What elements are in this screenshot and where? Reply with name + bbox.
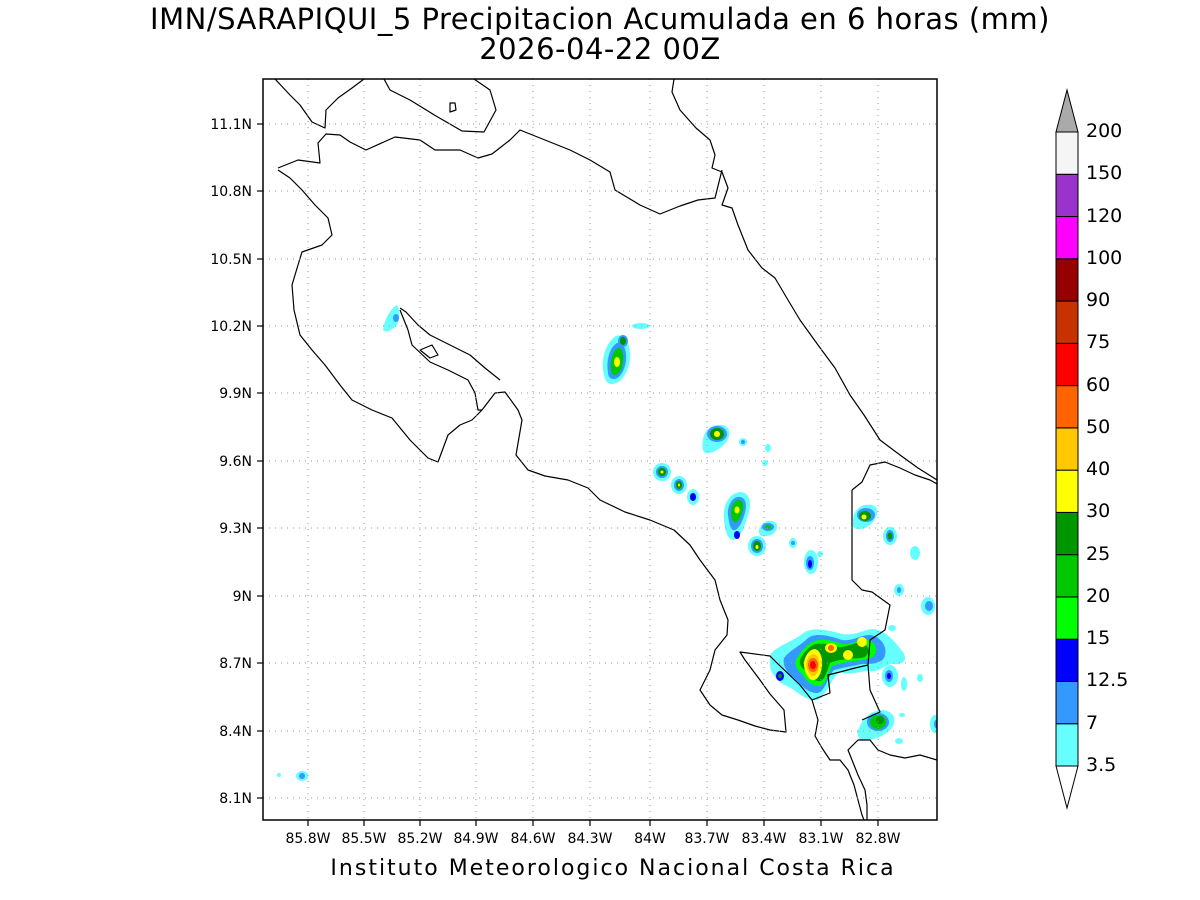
colorbar-segment [1055, 511, 1079, 556]
precip-cell [277, 771, 308, 781]
lat-tick-label: 8.4N [219, 724, 252, 740]
plot-frame [262, 78, 938, 821]
lat-tick-label: 9N [233, 589, 252, 605]
colorbar-segment [1055, 723, 1079, 767]
lat-tick-label: 8.7N [219, 656, 252, 672]
page-title: IMN/SARAPIQUI_5 Precipitacion Acumulada … [150, 2, 1050, 36]
precip-cell [723, 492, 823, 574]
nicoya-gulf-island [399, 309, 482, 411]
precip-cell [702, 424, 771, 466]
colorbar-segment [1055, 469, 1079, 513]
lat-tick-label: 9.6N [219, 454, 252, 470]
colorbar-level-label: 15 [1086, 627, 1111, 650]
colorbar-segment [1055, 173, 1079, 218]
lon-tick-label: 85.5W [341, 831, 386, 847]
pacific-coast-north [277, 169, 869, 733]
lat-tick-label: 11.1N [210, 117, 252, 133]
colorbar-legend [1055, 88, 1079, 810]
costa-rica-panama-border [847, 739, 937, 820]
nicaragua-lake-shore [383, 79, 497, 133]
colorbar-level-label: 200 [1086, 120, 1123, 142]
lat-tick-label: 9.3N [219, 521, 252, 537]
lon-tick-label: 82.8W [855, 831, 900, 847]
colorbar-segment [1055, 258, 1079, 302]
lon-tick-label: 84.9W [453, 831, 498, 847]
colorbar-level-label: 50 [1086, 415, 1111, 438]
lon-tick-label: 83.7W [684, 831, 729, 847]
colorbar-segment [1055, 300, 1079, 344]
colorbar-level-label: 150 [1086, 162, 1123, 185]
precip-cell [853, 504, 935, 631]
precip-cell [602, 323, 650, 384]
lon-tick-label: 83.4W [741, 831, 786, 847]
colorbar-segment [1055, 385, 1079, 429]
colorbar-level-label: 3.5 [1086, 754, 1117, 776]
colorbar-under-arrow [1055, 765, 1079, 810]
lon-tick-label: 84W [634, 831, 666, 847]
nicaragua-lake-shore [274, 79, 365, 129]
gridlines [263, 79, 937, 820]
lat-tick-label: 9.9N [219, 386, 252, 402]
colorbar-level-label: 75 [1086, 331, 1111, 354]
precip-cell [653, 463, 699, 505]
colorbar-level-label: 20 [1086, 584, 1111, 607]
bocas-coast [851, 461, 937, 491]
pacific-coast-south [811, 699, 865, 820]
nicoya-gulf-island [399, 307, 501, 381]
colorbar-level-label: 25 [1086, 542, 1111, 565]
colorbar-level-label: 40 [1086, 458, 1111, 481]
lon-tick-label: 84.3W [567, 831, 612, 847]
precip-cell [383, 305, 400, 332]
island [419, 344, 439, 359]
colorbar-level-label: 7 [1086, 711, 1099, 734]
colorbar-segment [1055, 427, 1079, 471]
lat-tick-label: 10.2N [210, 319, 252, 335]
lat-tick-label: 10.8N [210, 184, 252, 200]
lat-tick-label: 10.5N [210, 252, 252, 268]
lon-tick-label: 85.2W [397, 831, 442, 847]
colorbar-segment [1055, 596, 1079, 640]
colorbar-segment [1055, 342, 1079, 387]
colorbar-over-arrow [1055, 88, 1079, 133]
lon-tick-label: 84.6W [510, 831, 555, 847]
caribbean-coast [671, 79, 937, 481]
island [449, 102, 457, 113]
colorbar-level-label: 60 [1086, 373, 1111, 396]
nicaragua-costa-rica-border [277, 129, 723, 215]
colorbar-segment [1055, 554, 1079, 598]
colorbar-level-label: 120 [1086, 204, 1123, 227]
precip-cell-large [770, 629, 923, 701]
colorbar-level-label: 100 [1086, 246, 1123, 269]
colorbar-segment [1055, 680, 1079, 725]
footer-credit: Instituto Meteorologico Nacional Costa R… [330, 856, 896, 881]
colorbar-level-label: 30 [1086, 500, 1111, 523]
coastline-layer [274, 79, 937, 820]
lon-tick-label: 85.8W [285, 831, 330, 847]
colorbar-segment [1055, 638, 1079, 682]
lat-tick-label: 8.1N [219, 791, 252, 807]
precipitation-layer [277, 305, 937, 781]
page-subtitle: 2026-04-22 00Z [479, 32, 721, 66]
costa-rica-panama-border [851, 490, 891, 721]
colorbar-segment [1055, 216, 1079, 260]
precip-cell [857, 710, 937, 744]
lon-tick-label: 83.1W [798, 831, 843, 847]
colorbar-segment [1055, 131, 1079, 175]
colorbar-level-label: 90 [1086, 289, 1111, 312]
axis-ticks [257, 123, 879, 826]
colorbar-level-label: 12.5 [1086, 669, 1129, 692]
